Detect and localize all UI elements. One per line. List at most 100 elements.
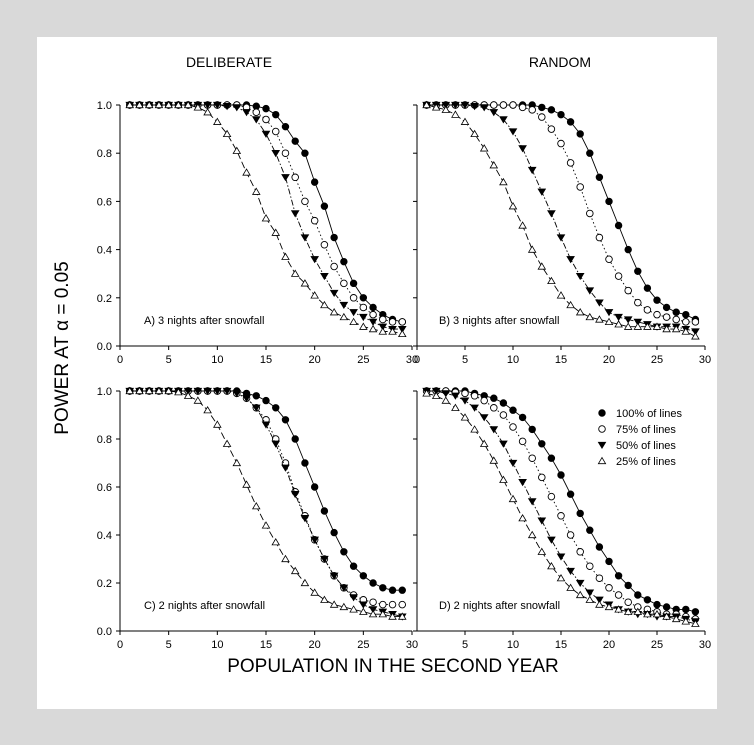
x-tick-label: 15 <box>260 639 272 651</box>
data-point <box>154 386 164 395</box>
data-point <box>222 129 232 138</box>
x-tick-label: 0 <box>117 354 123 366</box>
data-point <box>537 262 547 270</box>
data-point <box>499 475 508 483</box>
data-point <box>183 391 193 399</box>
data-point <box>441 101 451 109</box>
data-point <box>242 168 251 176</box>
data-point <box>251 116 261 124</box>
data-point <box>585 287 595 295</box>
data-point <box>489 109 499 117</box>
data-point <box>281 416 290 424</box>
data-point <box>262 104 270 113</box>
y-tick-label: 0.4 <box>97 245 112 257</box>
data-point <box>441 390 451 398</box>
x-tick-label: 5 <box>166 354 172 366</box>
data-point <box>349 294 358 302</box>
data-point <box>431 391 441 399</box>
data-point <box>653 310 661 319</box>
data-point <box>528 106 536 114</box>
data-point <box>397 325 407 334</box>
x-tick-label: 0 <box>414 354 420 366</box>
data-point <box>547 492 556 501</box>
data-point <box>518 413 527 422</box>
legend-item: 50% of lines <box>597 440 676 452</box>
data-point <box>557 139 565 148</box>
data-point <box>144 386 154 395</box>
data-point <box>527 498 537 506</box>
data-point <box>329 308 339 316</box>
data-point <box>518 221 527 229</box>
x-tick-label: 30 <box>406 639 418 651</box>
data-point <box>518 145 527 153</box>
data-point <box>252 392 260 400</box>
data-point <box>441 105 451 113</box>
data-point <box>662 612 671 620</box>
data-point <box>643 609 652 618</box>
data-point <box>623 322 633 330</box>
data-point <box>566 567 575 575</box>
data-point <box>388 600 397 609</box>
panel-label: B) 3 nights after snowfall <box>439 315 559 327</box>
data-point <box>422 389 431 397</box>
data-point <box>614 313 623 322</box>
data-point <box>451 392 460 400</box>
data-point <box>281 554 290 563</box>
data-point <box>518 437 527 446</box>
legend-marker <box>598 409 606 417</box>
data-point <box>301 197 309 206</box>
data-point <box>359 322 368 330</box>
x-tick-label: 0 <box>117 639 123 651</box>
legend: 100% of lines 75% of lines 50% of lines 25%… <box>597 408 683 468</box>
data-point <box>556 291 566 299</box>
data-point <box>291 173 299 182</box>
data-point <box>281 464 290 472</box>
data-point <box>538 440 546 448</box>
x-tick-label: 25 <box>357 354 369 366</box>
data-point <box>490 394 498 402</box>
data-point <box>634 591 642 599</box>
data-point <box>508 459 518 467</box>
data-point <box>330 233 338 242</box>
data-point <box>422 100 431 109</box>
data-point <box>222 103 232 111</box>
x-tick-label: 10 <box>211 354 223 366</box>
panel-c: 0.0 0.2 0.4 0.6 0.8 1.0 0 5 10 15 20 25 30 C) 2 night… <box>97 386 418 651</box>
data-point <box>643 322 652 330</box>
legend-label: 25% of lines <box>616 456 676 468</box>
data-point <box>349 279 358 288</box>
data-point <box>232 458 242 467</box>
data-point <box>575 272 585 281</box>
data-point <box>125 386 135 395</box>
legend-marker <box>597 441 607 449</box>
y-axis-title: POWER AT α = 0.05 <box>52 261 73 434</box>
data-point <box>310 178 319 186</box>
x-tick-label: 10 <box>507 639 519 651</box>
data-point <box>154 100 164 109</box>
data-point <box>193 103 203 111</box>
data-point <box>489 456 499 464</box>
data-point <box>290 210 300 218</box>
data-point <box>566 118 575 126</box>
data-point <box>586 149 594 157</box>
data-point <box>379 584 387 592</box>
data-point <box>310 291 319 299</box>
data-point <box>691 332 700 340</box>
data-point <box>547 276 556 285</box>
data-point <box>576 548 584 556</box>
data-point <box>499 116 508 124</box>
data-point <box>691 328 700 336</box>
data-point <box>509 101 517 109</box>
data-point <box>369 598 377 606</box>
data-point <box>604 317 614 326</box>
legend-label: 50% of lines <box>616 440 676 452</box>
data-point <box>489 161 499 169</box>
panel-a: 0.0 0.2 0.4 0.6 0.8 1.0 0 5 10 15 20 25 30 A) 3 night… <box>97 100 418 366</box>
panel-label: A) 3 nights after snowfall <box>144 315 264 327</box>
data-point <box>624 598 632 606</box>
y-tick-label: 0.6 <box>97 482 112 494</box>
legend-item: 75% of lines <box>598 424 676 436</box>
data-point <box>566 490 575 498</box>
data-point <box>595 596 604 604</box>
data-point <box>460 101 470 109</box>
